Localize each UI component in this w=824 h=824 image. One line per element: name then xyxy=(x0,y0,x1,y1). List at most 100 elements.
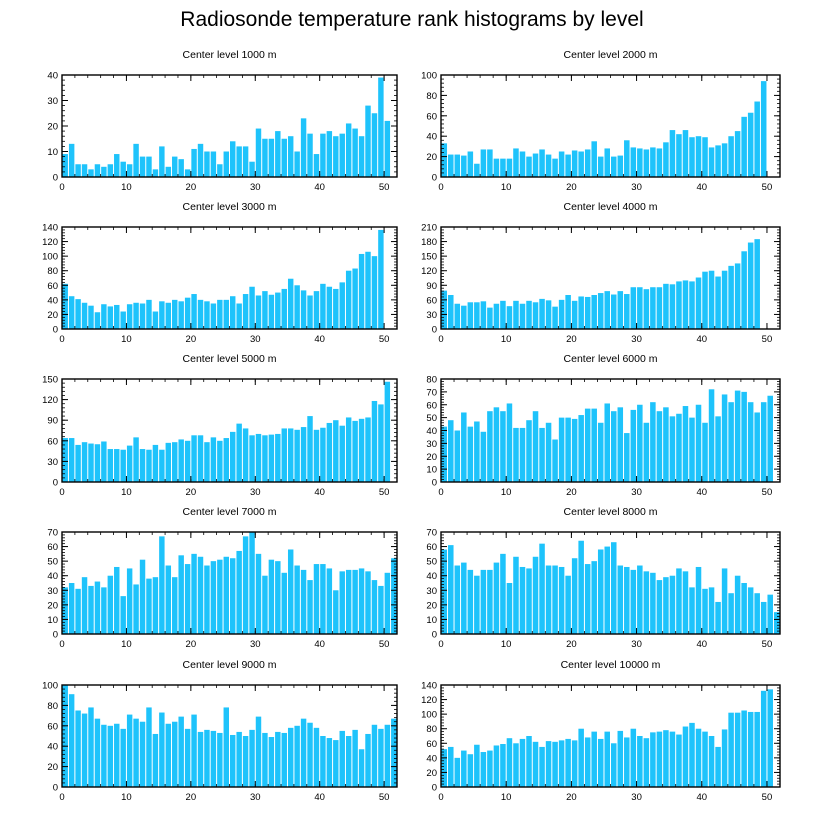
bar xyxy=(617,407,624,482)
bar xyxy=(281,138,287,177)
bar xyxy=(358,568,365,634)
chart-panel-8: Center level 8000 m 0 10 20 30 40 50 0 10 20 30 40 5… xyxy=(426,506,781,650)
bar xyxy=(81,302,88,329)
bar xyxy=(493,158,500,177)
bar xyxy=(617,730,624,787)
bar xyxy=(637,736,643,787)
bar xyxy=(345,123,352,177)
bar xyxy=(236,550,242,634)
x-tick-label: 10 xyxy=(501,334,512,345)
bar xyxy=(300,718,307,787)
bar xyxy=(734,575,741,634)
chart-panel-10: Center level 10000 m 0 10 20 30 40 50 0 20 40 60 80… xyxy=(421,659,781,803)
bar xyxy=(760,690,767,787)
bar xyxy=(184,564,191,634)
bar xyxy=(448,420,454,482)
bar xyxy=(682,406,689,482)
y-tick-label: 0 xyxy=(432,783,437,794)
bar xyxy=(133,437,139,482)
bar xyxy=(558,566,565,634)
bar xyxy=(94,312,101,329)
bar xyxy=(487,307,493,329)
panel-title: Center level 6000 m xyxy=(564,353,658,365)
bar xyxy=(676,134,682,177)
bar xyxy=(339,133,345,177)
x-tick-label: 10 xyxy=(121,792,132,803)
bar xyxy=(75,299,81,329)
bar xyxy=(760,402,767,482)
bar xyxy=(339,282,345,329)
x-tick-label: 0 xyxy=(59,487,64,498)
bar xyxy=(126,445,133,482)
bar xyxy=(578,540,584,634)
y-tick-label: 50 xyxy=(426,413,437,424)
bar xyxy=(242,536,249,634)
bar xyxy=(617,565,624,634)
bar xyxy=(682,130,689,177)
bar xyxy=(230,431,236,482)
bar xyxy=(230,558,236,634)
bar xyxy=(139,721,146,787)
bar xyxy=(630,728,637,787)
bar xyxy=(62,685,68,787)
bar xyxy=(178,159,184,177)
bar xyxy=(152,311,159,329)
bar xyxy=(165,442,172,482)
bar xyxy=(223,151,229,177)
bar xyxy=(333,420,339,482)
bar xyxy=(506,403,513,482)
x-tick-label: 10 xyxy=(121,487,132,498)
x-tick-label: 50 xyxy=(379,639,390,650)
bar xyxy=(552,306,558,329)
bar xyxy=(467,569,474,634)
bar xyxy=(126,568,133,634)
y-tick-label: 90 xyxy=(47,416,58,427)
page-title: Radiosonde temperature rank histograms b… xyxy=(180,8,644,31)
x-tick-label: 50 xyxy=(379,792,390,803)
bar xyxy=(191,714,197,787)
bar xyxy=(519,151,526,177)
bar xyxy=(146,299,152,329)
y-tick-label: 30 xyxy=(47,457,58,468)
bar xyxy=(172,577,178,634)
bar xyxy=(107,725,114,787)
bar xyxy=(197,299,204,329)
bar xyxy=(320,133,326,177)
bar xyxy=(695,277,702,329)
y-tick-label: 0 xyxy=(53,173,58,184)
bar xyxy=(345,736,352,787)
bar xyxy=(578,415,584,482)
bar xyxy=(120,728,126,787)
bar xyxy=(371,724,378,787)
bar xyxy=(669,416,676,482)
bar xyxy=(728,593,734,634)
bar xyxy=(204,729,210,787)
bar xyxy=(721,143,728,177)
bar xyxy=(747,402,754,482)
bar xyxy=(506,738,513,787)
y-tick-label: 60 xyxy=(426,542,437,553)
bar xyxy=(461,155,467,177)
bar xyxy=(760,81,767,177)
bar xyxy=(669,130,676,177)
bar xyxy=(294,429,300,482)
bar xyxy=(506,158,513,177)
bar xyxy=(513,148,519,177)
bar xyxy=(676,413,682,482)
bar xyxy=(281,288,287,329)
bar xyxy=(172,299,178,329)
bar xyxy=(62,283,68,329)
panel-title: Center level 4000 m xyxy=(564,201,658,213)
y-tick-label: 10 xyxy=(426,465,437,476)
bar xyxy=(204,565,210,634)
bar xyxy=(197,143,204,177)
y-tick-label: 0 xyxy=(53,630,58,641)
x-tick-label: 50 xyxy=(379,334,390,345)
bar xyxy=(558,151,565,177)
bar xyxy=(695,404,702,482)
bar xyxy=(139,559,146,634)
bar xyxy=(352,128,358,177)
bar xyxy=(165,723,172,787)
bar xyxy=(358,136,365,177)
y-tick-label: 60 xyxy=(426,400,437,411)
